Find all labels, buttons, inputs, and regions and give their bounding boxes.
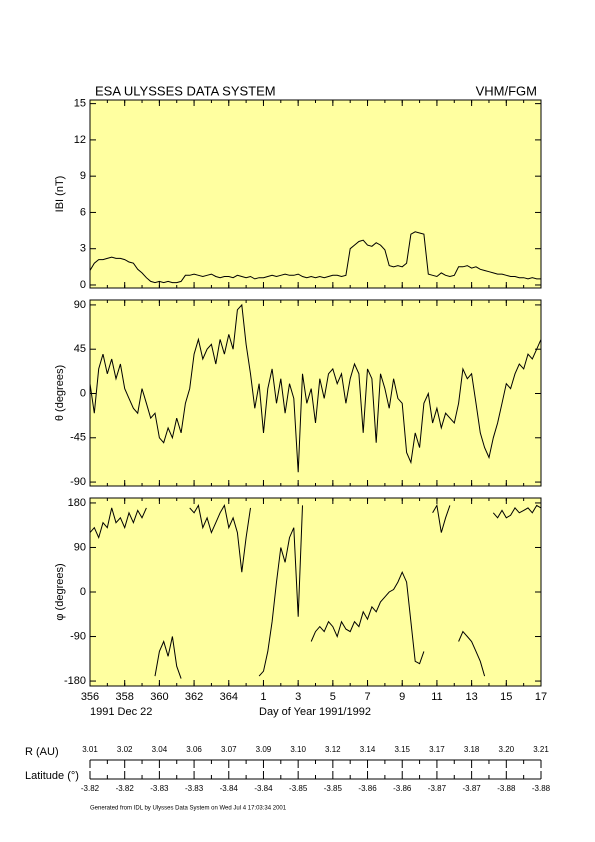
r-value: 3.07 <box>221 745 237 754</box>
x-tick-label: 358 <box>116 691 134 703</box>
x-tick-label: 360 <box>150 691 168 703</box>
y-tick-label: 3 <box>80 243 86 255</box>
y-axis-label: θ (degrees) <box>54 365 66 421</box>
data-line <box>90 231 541 284</box>
lat-value: -3.86 <box>358 784 377 793</box>
footer: Generated from IDL by Ulysses Data Syste… <box>90 806 287 812</box>
lat-value: -3.84 <box>220 784 239 793</box>
x-tick-label: 17 <box>535 691 547 703</box>
plot-area <box>90 498 541 686</box>
r-value: 3.02 <box>117 745 133 754</box>
x-tick-label: 356 <box>81 691 99 703</box>
r-value: 3.20 <box>499 745 515 754</box>
lat-value: -3.82 <box>116 784 135 793</box>
plot-frame <box>89 99 542 289</box>
y-tick-label: 9 <box>80 170 86 182</box>
r-value: 3.21 <box>533 745 549 754</box>
r-value: 3.18 <box>464 745 480 754</box>
data-line <box>90 303 541 473</box>
r-value: 3.17 <box>429 745 445 754</box>
lat-value: -3.87 <box>428 784 447 793</box>
r-value: 3.10 <box>290 745 306 754</box>
y-tick-label: 90 <box>74 299 86 311</box>
instrument: VHM/FGM <box>476 83 537 98</box>
lat-value: -3.85 <box>289 784 308 793</box>
lat-label: Latitude (°) <box>25 770 79 782</box>
x-tick-label: 7 <box>364 691 370 703</box>
y-tick-label: -90 <box>70 476 86 488</box>
start-date: 1991 Dec 22 <box>90 706 152 718</box>
lat-value: -3.86 <box>393 784 412 793</box>
r-value: 3.14 <box>360 745 376 754</box>
x-tick-label: 362 <box>185 691 203 703</box>
y-tick-label: 0 <box>80 387 86 399</box>
plot-area <box>90 300 541 486</box>
lat-value: -3.83 <box>150 784 169 793</box>
lat-value: -3.88 <box>532 784 551 793</box>
x-tick-label: 5 <box>330 691 336 703</box>
x-tick-label: 9 <box>399 691 405 703</box>
x-tick-label: 11 <box>431 691 442 703</box>
title: ESA ULYSSES DATA SYSTEM <box>95 83 276 98</box>
plot-frame <box>89 497 542 687</box>
r-value: 3.15 <box>394 745 410 754</box>
lat-value: -3.84 <box>254 784 273 793</box>
y-tick-label: 90 <box>74 541 86 553</box>
lat-value: -3.83 <box>185 784 204 793</box>
lat-value: -3.88 <box>497 784 516 793</box>
lat-value: -3.85 <box>324 784 343 793</box>
y-tick-label: -180 <box>64 675 86 687</box>
y-tick-label: 180 <box>68 497 86 509</box>
y-tick-label: -90 <box>70 630 86 642</box>
y-tick-label: -45 <box>70 432 86 444</box>
r-value: 3.09 <box>256 745 272 754</box>
x-axis-label: Day of Year 1991/1992 <box>259 706 371 718</box>
y-tick-label: 0 <box>80 586 86 598</box>
x-tick-label: 1 <box>260 691 266 703</box>
y-tick-label: 12 <box>74 134 86 146</box>
r-value: 3.12 <box>325 745 341 754</box>
y-tick-label: 0 <box>80 279 86 291</box>
y-tick-label: 6 <box>80 206 86 218</box>
r-value: 3.01 <box>82 745 98 754</box>
r-value: 3.04 <box>152 745 168 754</box>
y-tick-label: 45 <box>74 343 86 355</box>
r-value: 3.06 <box>186 745 202 754</box>
x-tick-label: 3 <box>295 691 301 703</box>
plot-area <box>90 100 541 288</box>
data-line <box>90 503 541 679</box>
y-tick-label: 15 <box>74 98 86 110</box>
y-axis-label: φ (degrees) <box>54 563 66 620</box>
lat-value: -3.82 <box>81 784 100 793</box>
plot-frame <box>89 299 542 487</box>
x-tick-label: 13 <box>465 691 477 703</box>
x-tick-label: 15 <box>500 691 512 703</box>
y-axis-label: IBI (nT) <box>54 176 66 213</box>
x-tick-label: 364 <box>220 691 238 703</box>
r-label: R (AU) <box>25 746 59 758</box>
lat-value: -3.87 <box>462 784 481 793</box>
